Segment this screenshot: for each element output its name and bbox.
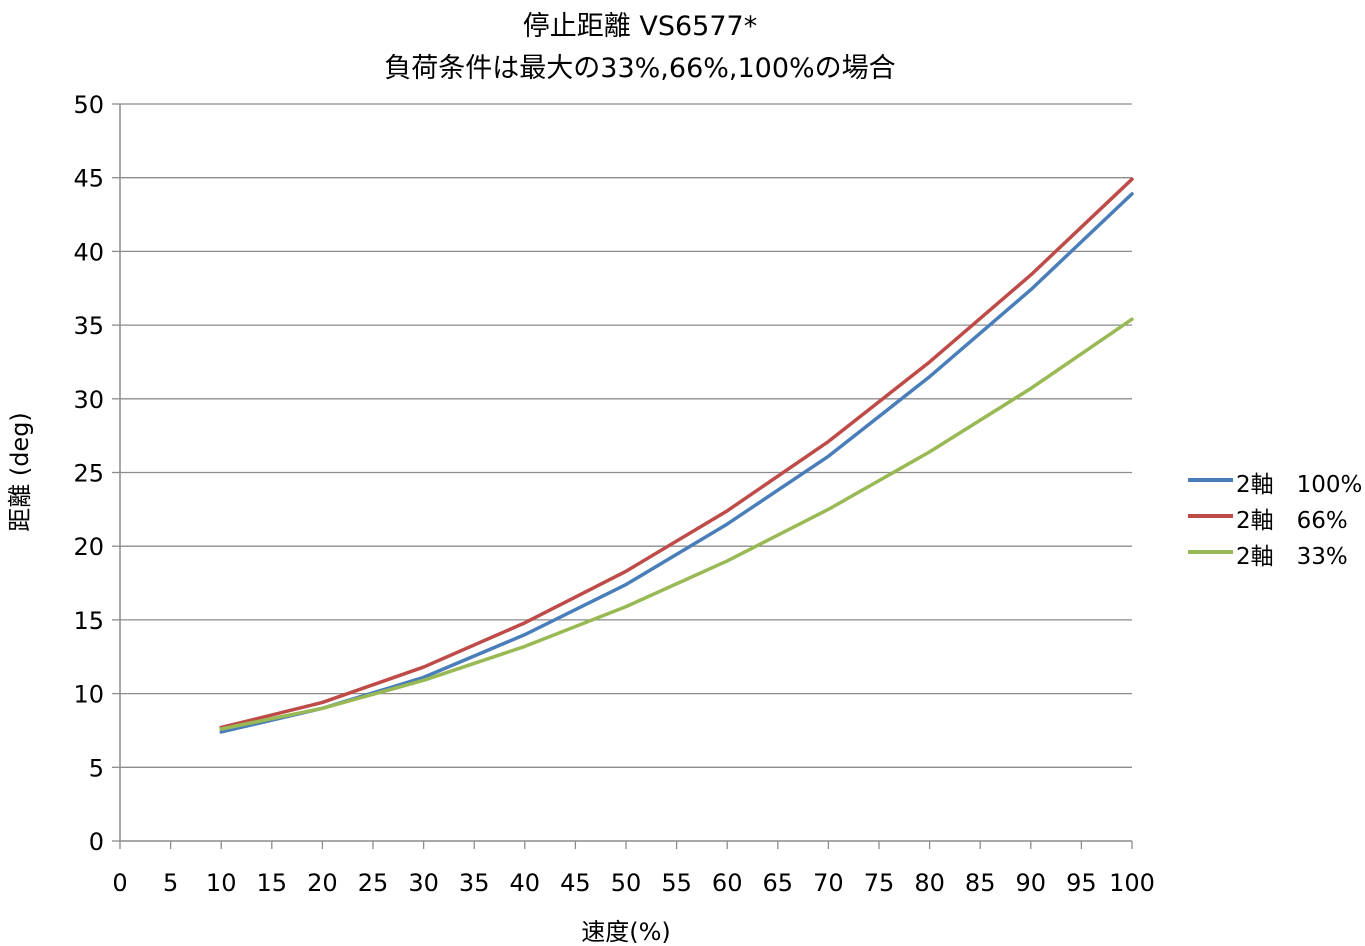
y-tick-label: 35 bbox=[73, 312, 104, 340]
x-tick-label: 30 bbox=[408, 869, 439, 897]
x-tick-label: 80 bbox=[914, 869, 945, 897]
axes bbox=[112, 103, 1133, 849]
x-tick-label: 75 bbox=[864, 869, 895, 897]
series-line-2 bbox=[219, 177, 1134, 730]
x-tick-label: 65 bbox=[763, 869, 794, 897]
x-tick-labels: 0 5 10 15 20 25 30 35 40 45 50 55 60 65 70 75 80 85 90 95 10… bbox=[112, 869, 1155, 897]
y-tick-label: 5 bbox=[89, 754, 104, 782]
gridlines bbox=[120, 103, 1132, 768]
y-tick-labels: 0 5 10 15 20 25 30 35 40 45 50 bbox=[73, 91, 104, 856]
y-tick-label: 20 bbox=[73, 533, 104, 561]
legend-label: 2軸 33% bbox=[1236, 544, 1348, 570]
y-tick-label: 15 bbox=[73, 607, 104, 635]
series-line-1 bbox=[219, 192, 1134, 734]
x-tick-label: 40 bbox=[510, 869, 541, 897]
x-tick-label: 20 bbox=[307, 869, 338, 897]
y-tick-label: 45 bbox=[73, 165, 104, 193]
x-tick-label: 95 bbox=[1066, 869, 1097, 897]
x-tick-label: 15 bbox=[257, 869, 288, 897]
x-tick-label: 45 bbox=[560, 869, 591, 897]
chart-subtitle: 負荷条件は最大の33%,66%,100%の場合 bbox=[384, 53, 896, 84]
x-tick-label: 0 bbox=[112, 869, 127, 897]
legend: 2軸 100% 2軸 66% 2軸 33% bbox=[1188, 462, 1365, 570]
legend-label: 2軸 100% bbox=[1236, 472, 1363, 498]
series-lines bbox=[219, 177, 1134, 734]
legend-item: 2軸 100% bbox=[1188, 462, 1365, 498]
x-tick-label: 70 bbox=[813, 869, 844, 897]
y-tick-label: 10 bbox=[73, 681, 104, 709]
x-tick-label: 85 bbox=[965, 869, 996, 897]
x-axis-label: 速度(%) bbox=[581, 918, 671, 946]
legend-swatch bbox=[1188, 514, 1233, 518]
chart-title: 停止距離 VS6577* bbox=[522, 11, 758, 42]
y-tick-label: 30 bbox=[73, 386, 104, 414]
x-tick-label: 5 bbox=[163, 869, 178, 897]
legend-item: 2軸 33% bbox=[1188, 534, 1365, 570]
y-tick-label: 50 bbox=[73, 91, 104, 119]
x-tick-label: 50 bbox=[611, 869, 642, 897]
legend-swatch bbox=[1188, 478, 1233, 482]
y-tick-label: 0 bbox=[89, 828, 104, 856]
x-tick-label: 10 bbox=[206, 869, 237, 897]
x-tick-label: 90 bbox=[1016, 869, 1047, 897]
y-axis-label: 距離 (deg) bbox=[6, 412, 34, 532]
x-tick-label: 55 bbox=[661, 869, 692, 897]
series-line-3 bbox=[219, 317, 1134, 731]
x-tick-label: 35 bbox=[459, 869, 490, 897]
legend-item: 2軸 66% bbox=[1188, 498, 1365, 534]
x-tick-label: 60 bbox=[712, 869, 743, 897]
x-tick-label: 25 bbox=[358, 869, 389, 897]
legend-swatch bbox=[1188, 550, 1233, 554]
legend-label: 2軸 66% bbox=[1236, 508, 1348, 534]
x-tick-label: 100 bbox=[1109, 869, 1155, 897]
y-tick-label: 25 bbox=[73, 460, 104, 488]
y-tick-label: 40 bbox=[73, 238, 104, 266]
